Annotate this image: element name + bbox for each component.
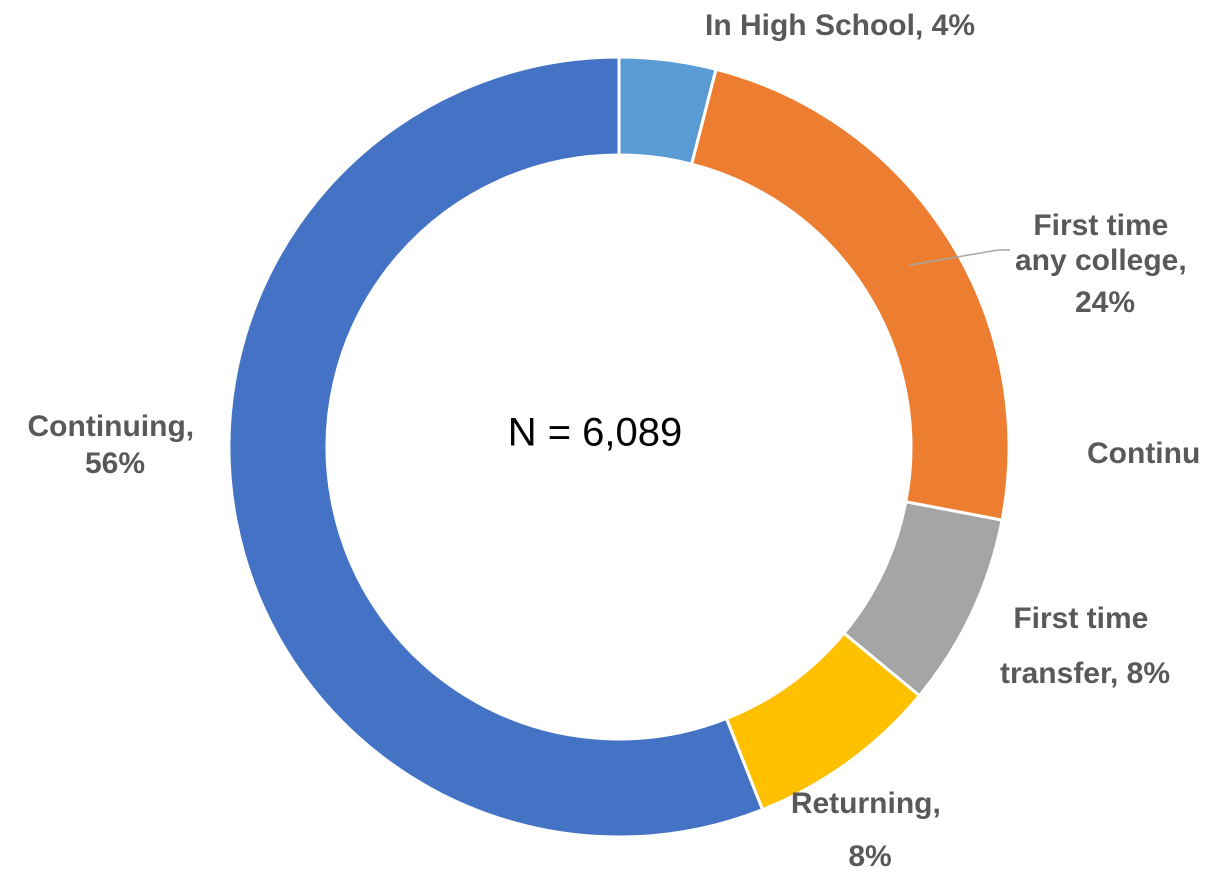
data-label-line: 8% bbox=[848, 840, 891, 873]
data-label: First time transfer, 8% bbox=[1000, 602, 1170, 690]
donut-slice bbox=[724, 631, 922, 812]
data-label-line: any college, bbox=[1015, 244, 1195, 277]
data-label-line: First time bbox=[1013, 602, 1156, 635]
leader-line bbox=[909, 249, 1010, 266]
donut-slice bbox=[689, 67, 1011, 522]
data-label: First time any college, 24% bbox=[1015, 209, 1195, 319]
data-label-line: First time bbox=[1033, 209, 1176, 242]
donut-slice bbox=[227, 55, 765, 839]
data-label-line: transfer, 8% bbox=[1000, 657, 1170, 690]
data-label: In High School, 4% bbox=[705, 9, 975, 42]
data-label-line: In High School, 4% bbox=[705, 9, 975, 42]
center-text: N = 6,089 bbox=[508, 411, 683, 455]
data-label-line: 56% bbox=[85, 447, 145, 480]
data-label-line: Returning, bbox=[791, 787, 949, 820]
data-label: Continuing, 56% bbox=[28, 410, 203, 480]
donut-slice bbox=[841, 499, 1004, 698]
data-label: Returning, 8% bbox=[791, 787, 949, 873]
data-label-line: Continuing, bbox=[28, 410, 203, 443]
data-label-line: 24% bbox=[1075, 286, 1135, 319]
annotation: Continu bbox=[1087, 437, 1200, 470]
donut-slice bbox=[617, 55, 718, 166]
